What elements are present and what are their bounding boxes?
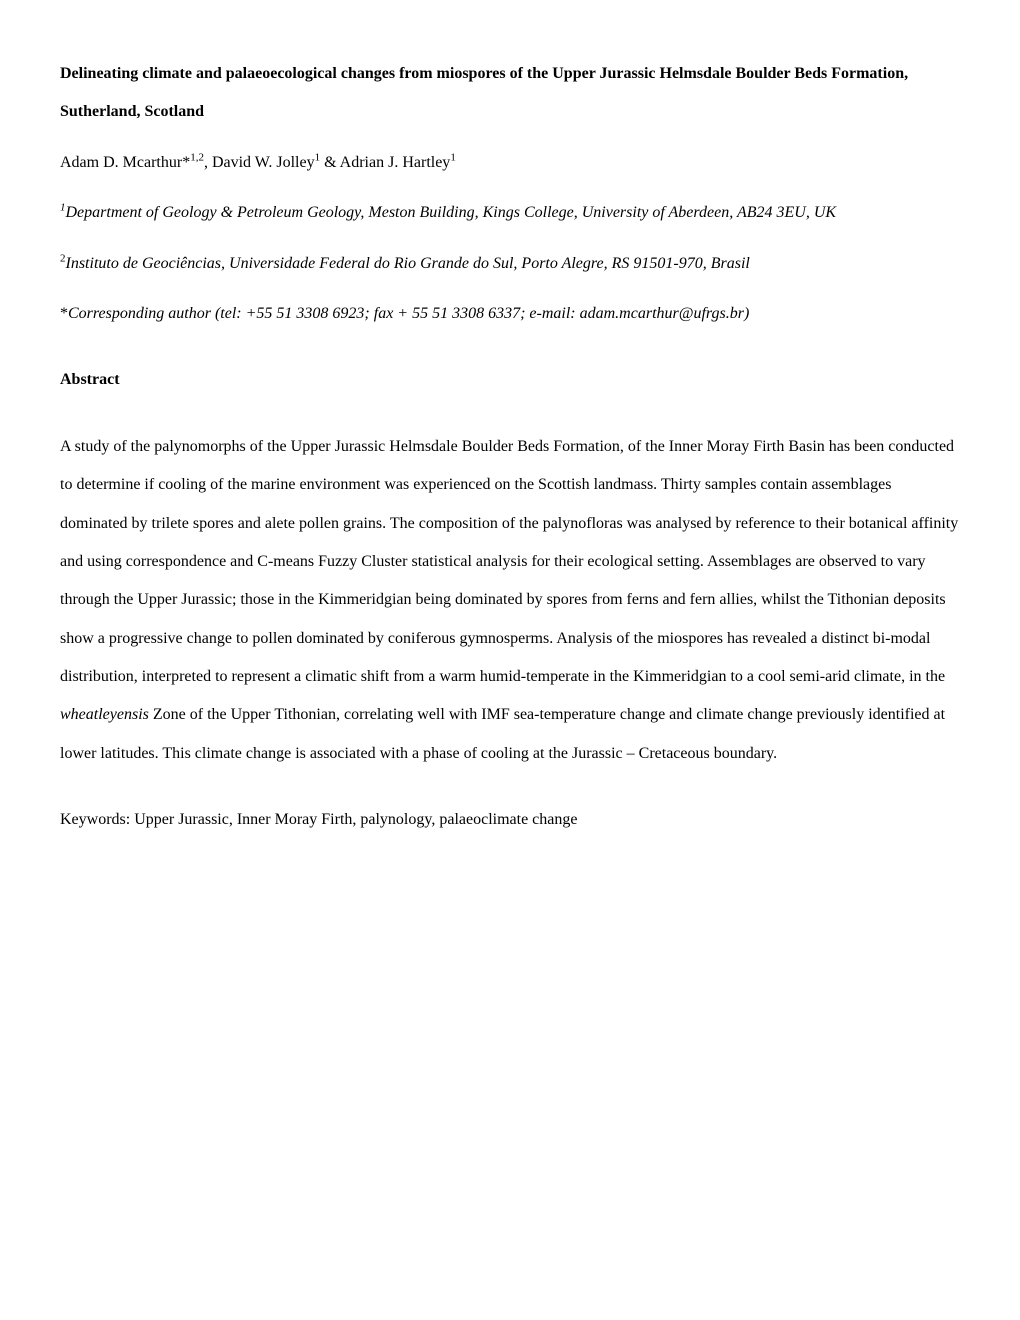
author-1-affil-sup: 1,2 [190, 151, 204, 163]
abstract-italic-term: wheatleyensis [60, 706, 149, 723]
author-sep-1: , [204, 154, 212, 171]
author-3-name: Adrian J. Hartley [340, 154, 451, 171]
author-sep-2: & [320, 154, 340, 171]
abstract-body: A study of the palynomorphs of the Upper… [60, 428, 960, 774]
authors-line: Adam D. Mcarthur*1,2, David W. Jolley 1 &… [60, 144, 960, 182]
corresponding-asterisk: * [60, 305, 68, 322]
keywords-line: Keywords: Upper Jurassic, Inner Moray Fi… [60, 801, 960, 839]
affiliation-2: 2Instituto de Geociências, Universidade … [60, 245, 960, 283]
affiliation-2-text: Instituto de Geociências, Universidade F… [66, 255, 750, 272]
abstract-text-a: A study of the palynomorphs of the Upper… [60, 438, 958, 685]
affiliation-1: 1Department of Geology & Petroleum Geolo… [60, 194, 960, 232]
corresponding-author: *Corresponding author (tel: +55 51 3308 … [60, 295, 960, 333]
author-2-name: David W. Jolley [212, 154, 315, 171]
affiliation-1-text: Department of Geology & Petroleum Geolog… [66, 204, 837, 221]
corresponding-text: Corresponding author (tel: +55 51 3308 6… [68, 305, 749, 322]
author-1-name: Adam D. Mcarthur* [60, 154, 190, 171]
paper-title: Delineating climate and palaeoecological… [60, 55, 960, 132]
abstract-text-b: Zone of the Upper Tithonian, correlating… [60, 706, 945, 761]
abstract-heading: Abstract [60, 361, 960, 399]
author-3-affil-sup: 1 [450, 151, 456, 163]
